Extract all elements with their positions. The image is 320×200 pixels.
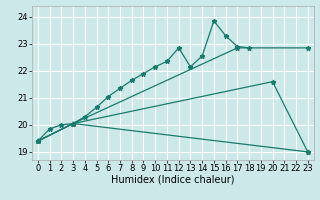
X-axis label: Humidex (Indice chaleur): Humidex (Indice chaleur)	[111, 175, 235, 185]
